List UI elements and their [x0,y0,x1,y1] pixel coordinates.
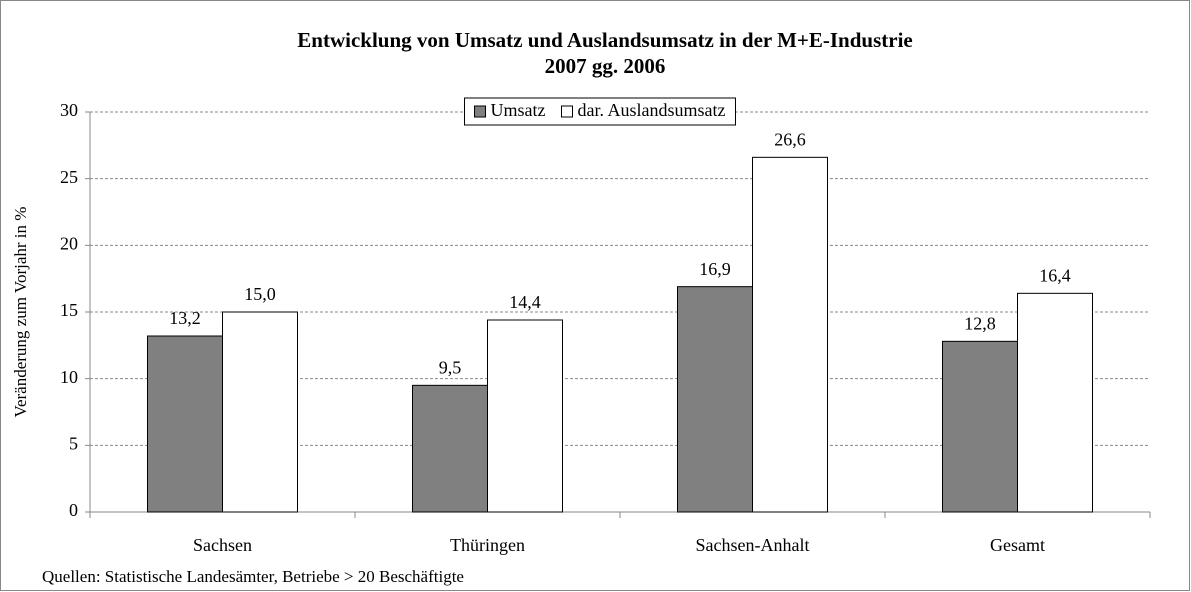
legend-swatch [561,105,573,118]
value-label: 26,6 [774,129,806,149]
bar [412,384,488,513]
chart-subtitle: 2007 gg. 2006 [545,54,666,78]
value-label: 12,8 [964,313,996,333]
y-tick-label: 15 [60,300,78,320]
x-tick-label: Sachsen-Anhalt [696,535,810,555]
bar [147,335,223,513]
value-label: 16,4 [1039,265,1071,285]
y-tick-label: 5 [69,433,78,453]
bar [222,311,298,513]
value-label: 14,4 [509,292,541,312]
x-tick-label: Sachsen [193,535,252,555]
y-tick-label: 20 [60,233,78,253]
y-tick-label: 0 [69,500,78,520]
legend-box [464,97,736,126]
value-label: 13,2 [169,308,201,328]
y-axis-label: Veränderung zum Vorjahr in % [11,207,30,418]
legend-label: dar. Auslandsumsatz [578,100,726,120]
y-tick-label: 30 [60,100,78,120]
y-tick-label: 10 [60,367,78,387]
legend-label: Umsatz [491,100,546,120]
y-tick-label: 25 [60,167,78,187]
legend-swatch [474,105,487,118]
bar [942,340,1018,513]
source-note: Quellen: Statistische Landesämter, Betri… [42,567,464,586]
value-label: 9,5 [439,357,462,377]
value-label: 15,0 [244,284,276,304]
bar [677,286,753,513]
bar [487,319,563,513]
chart-title: Entwicklung von Umsatz und Auslandsumsat… [297,28,912,52]
x-tick-label: Thüringen [450,535,525,555]
x-tick-label: Gesamt [990,535,1045,555]
bar [1017,292,1093,513]
bar [752,156,828,513]
value-label: 16,9 [699,259,731,279]
